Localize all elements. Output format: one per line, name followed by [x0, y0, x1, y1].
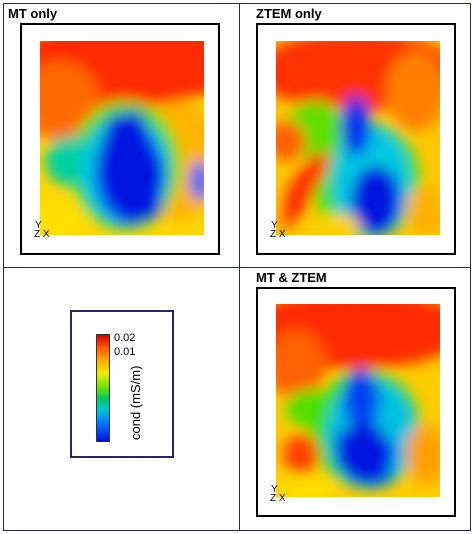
axis-x-label: X	[278, 493, 286, 504]
conductivity-map-mt	[40, 41, 204, 235]
axis-y-label: Y	[271, 220, 278, 231]
axis-z-label: Z	[34, 229, 41, 240]
axis-z-label: Z	[270, 229, 277, 240]
axis-triad-ztem: Y Z X	[270, 220, 286, 240]
axis-triad-mt: Y Z X	[34, 220, 50, 240]
panel-title-ztem: ZTEM only	[256, 6, 322, 21]
panel-frame-ztem: Y Z X	[256, 23, 456, 255]
axis-x-label: X	[278, 229, 286, 240]
axis-triad-mt-ztem: Y Z X	[270, 484, 286, 504]
axis-y-label: Y	[271, 484, 278, 495]
axis-y-label: Y	[35, 220, 42, 231]
legend-tick-high: 0.02	[114, 332, 136, 344]
color-legend: 0.02 0.01 cond (mS/m)	[70, 310, 174, 458]
conductivity-map-ztem	[276, 41, 440, 235]
axis-x-label: X	[42, 229, 50, 240]
axis-z-label: Z	[270, 493, 277, 504]
panel-frame-mt: Y Z X	[20, 23, 220, 255]
grid-divider-horizontal	[4, 267, 470, 268]
conductivity-map-mt-ztem	[276, 304, 440, 497]
legend-label: cond (mS/m)	[128, 365, 143, 440]
panel-title-mt-ztem: MT & ZTEM	[256, 270, 327, 285]
legend-tick-mid: 0.01	[114, 346, 136, 358]
panel-frame-mt-ztem: Y Z X	[256, 287, 456, 517]
color-bar	[96, 334, 110, 442]
figure-grid	[3, 3, 471, 531]
panel-title-mt: MT only	[8, 6, 58, 21]
